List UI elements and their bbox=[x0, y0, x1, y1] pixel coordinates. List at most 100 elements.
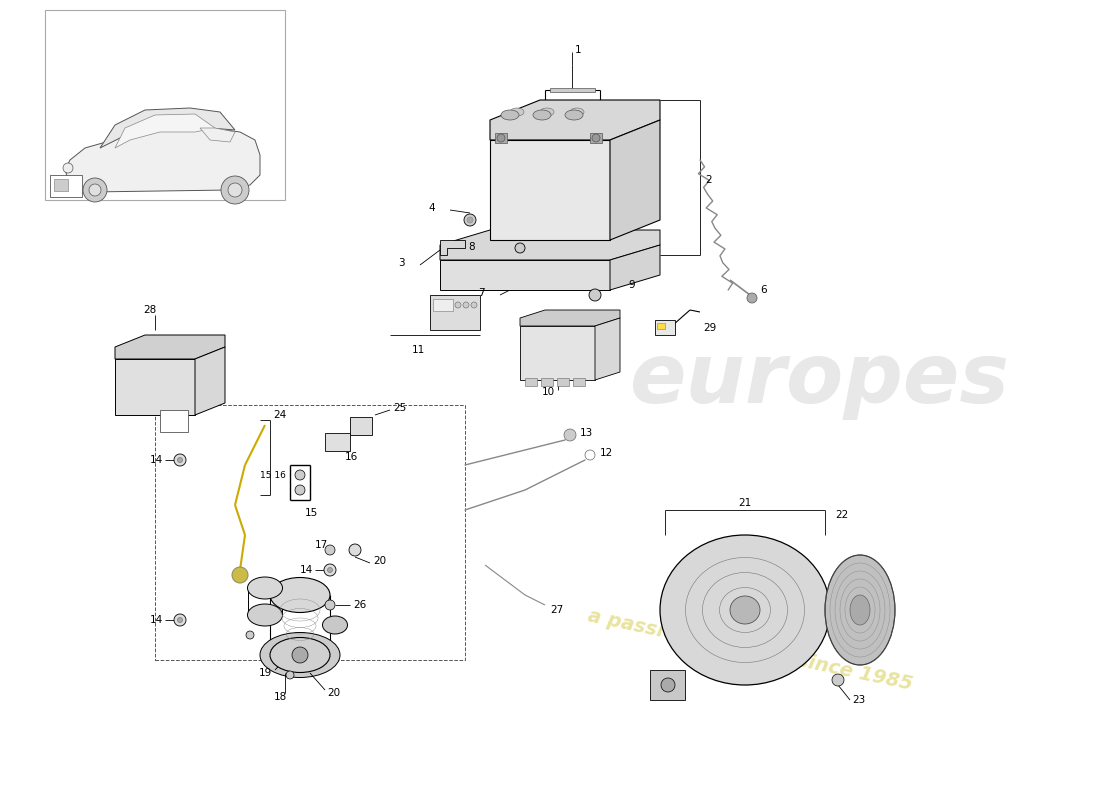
Text: 18: 18 bbox=[274, 692, 287, 702]
Circle shape bbox=[324, 545, 336, 555]
Circle shape bbox=[221, 176, 249, 204]
Ellipse shape bbox=[540, 108, 554, 116]
FancyBboxPatch shape bbox=[160, 410, 188, 432]
Text: 27: 27 bbox=[550, 605, 563, 615]
Polygon shape bbox=[65, 128, 260, 192]
Text: 29: 29 bbox=[703, 323, 716, 333]
Circle shape bbox=[174, 454, 186, 466]
Text: 14: 14 bbox=[150, 615, 163, 625]
Text: 22: 22 bbox=[835, 510, 848, 520]
Text: 20: 20 bbox=[373, 556, 386, 566]
Polygon shape bbox=[440, 230, 660, 260]
Ellipse shape bbox=[534, 110, 551, 120]
FancyBboxPatch shape bbox=[525, 378, 537, 386]
Circle shape bbox=[471, 302, 477, 308]
FancyBboxPatch shape bbox=[557, 378, 569, 386]
Text: 4: 4 bbox=[428, 203, 435, 213]
FancyBboxPatch shape bbox=[657, 323, 665, 329]
Circle shape bbox=[661, 678, 675, 692]
FancyBboxPatch shape bbox=[550, 88, 595, 92]
Circle shape bbox=[463, 302, 469, 308]
Ellipse shape bbox=[565, 110, 583, 120]
FancyBboxPatch shape bbox=[573, 378, 585, 386]
Text: a passion for parts since 1985: a passion for parts since 1985 bbox=[586, 606, 914, 694]
Circle shape bbox=[832, 674, 844, 686]
Circle shape bbox=[177, 618, 183, 622]
Circle shape bbox=[89, 184, 101, 196]
FancyBboxPatch shape bbox=[324, 433, 350, 451]
FancyBboxPatch shape bbox=[54, 179, 68, 191]
Text: 17: 17 bbox=[315, 540, 328, 550]
Ellipse shape bbox=[270, 638, 330, 673]
Polygon shape bbox=[610, 120, 660, 240]
FancyBboxPatch shape bbox=[433, 299, 453, 311]
Circle shape bbox=[232, 567, 248, 583]
Polygon shape bbox=[200, 128, 235, 142]
Circle shape bbox=[286, 671, 294, 679]
FancyBboxPatch shape bbox=[590, 133, 602, 143]
Text: 11: 11 bbox=[411, 345, 425, 355]
Polygon shape bbox=[116, 359, 195, 415]
Ellipse shape bbox=[500, 110, 519, 120]
FancyBboxPatch shape bbox=[541, 378, 553, 386]
Circle shape bbox=[295, 470, 305, 480]
Circle shape bbox=[497, 134, 505, 142]
Text: 3: 3 bbox=[398, 258, 405, 268]
Text: 5: 5 bbox=[638, 167, 645, 177]
Polygon shape bbox=[440, 240, 465, 255]
Text: 14: 14 bbox=[299, 565, 314, 575]
Text: europes: europes bbox=[630, 339, 1010, 421]
Polygon shape bbox=[100, 108, 235, 148]
Circle shape bbox=[515, 243, 525, 253]
Ellipse shape bbox=[660, 535, 830, 685]
Ellipse shape bbox=[248, 577, 283, 599]
Circle shape bbox=[63, 163, 73, 173]
Text: 23: 23 bbox=[852, 695, 866, 705]
Text: 15 16: 15 16 bbox=[260, 470, 286, 479]
Ellipse shape bbox=[248, 604, 283, 626]
Circle shape bbox=[174, 614, 186, 626]
Polygon shape bbox=[490, 140, 610, 240]
Circle shape bbox=[564, 429, 576, 441]
FancyBboxPatch shape bbox=[495, 133, 507, 143]
Ellipse shape bbox=[850, 595, 870, 625]
Circle shape bbox=[295, 485, 305, 495]
Text: 14: 14 bbox=[150, 455, 163, 465]
Text: 12: 12 bbox=[600, 448, 614, 458]
Ellipse shape bbox=[570, 108, 584, 116]
Ellipse shape bbox=[322, 616, 348, 634]
Text: 26: 26 bbox=[353, 600, 366, 610]
Polygon shape bbox=[490, 100, 660, 140]
Circle shape bbox=[747, 293, 757, 303]
Text: 13: 13 bbox=[580, 428, 593, 438]
Circle shape bbox=[328, 567, 332, 573]
Polygon shape bbox=[595, 318, 620, 380]
Text: 19: 19 bbox=[258, 668, 272, 678]
Circle shape bbox=[588, 289, 601, 301]
Polygon shape bbox=[440, 260, 610, 290]
Text: 1: 1 bbox=[575, 45, 582, 55]
FancyBboxPatch shape bbox=[654, 320, 675, 335]
Text: 8: 8 bbox=[469, 242, 475, 252]
Text: 7: 7 bbox=[478, 288, 485, 298]
Circle shape bbox=[324, 564, 336, 576]
Text: 10: 10 bbox=[542, 387, 556, 397]
Circle shape bbox=[468, 217, 473, 223]
Polygon shape bbox=[610, 245, 660, 290]
FancyBboxPatch shape bbox=[50, 175, 82, 197]
FancyBboxPatch shape bbox=[430, 295, 480, 330]
Text: 9: 9 bbox=[628, 280, 635, 290]
Circle shape bbox=[585, 450, 595, 460]
Circle shape bbox=[228, 183, 242, 197]
Text: 21: 21 bbox=[738, 498, 751, 508]
Circle shape bbox=[324, 600, 336, 610]
Circle shape bbox=[82, 178, 107, 202]
Polygon shape bbox=[520, 310, 620, 326]
Circle shape bbox=[349, 544, 361, 556]
Circle shape bbox=[292, 647, 308, 663]
Circle shape bbox=[455, 302, 461, 308]
Circle shape bbox=[177, 458, 183, 462]
Polygon shape bbox=[195, 347, 226, 415]
Ellipse shape bbox=[825, 555, 895, 665]
Text: 6: 6 bbox=[760, 285, 767, 295]
